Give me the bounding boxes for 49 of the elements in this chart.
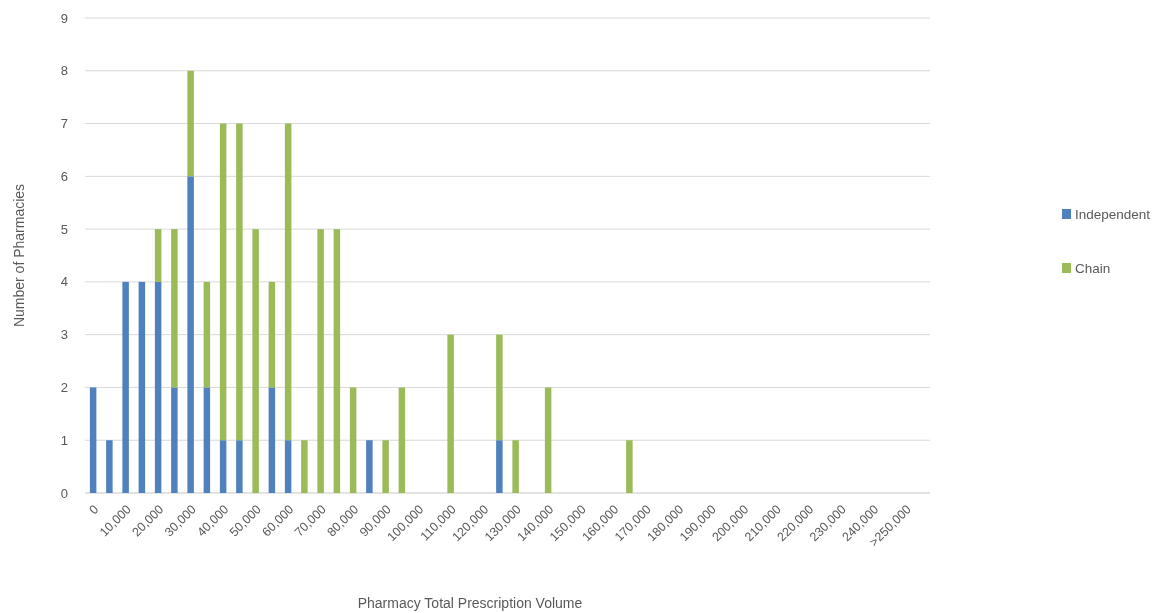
y-tick-label: 1 — [60, 432, 68, 448]
y-tick-label: 3 — [60, 327, 68, 343]
bar — [284, 123, 292, 441]
bar — [154, 229, 162, 282]
bar — [138, 281, 146, 493]
x-axis-title: Pharmacy Total Prescription Volume — [357, 595, 583, 611]
bar — [106, 440, 113, 493]
bar — [236, 440, 243, 493]
bar — [122, 281, 129, 493]
bar — [333, 229, 341, 493]
bar — [512, 440, 519, 493]
bar — [268, 387, 276, 493]
bar — [317, 229, 324, 493]
y-tick-label: 7 — [60, 116, 68, 132]
y-tick-label: 2 — [60, 379, 68, 395]
bar — [187, 176, 194, 493]
bar — [382, 440, 389, 493]
bar — [301, 440, 308, 493]
bar — [171, 229, 178, 388]
bar — [496, 334, 503, 441]
bar — [219, 123, 227, 441]
y-tick-label: 9 — [60, 10, 68, 26]
bar — [398, 387, 406, 493]
bar — [203, 387, 211, 493]
legend-label: Chain — [1075, 260, 1111, 276]
bar — [203, 281, 211, 388]
bar — [447, 334, 454, 493]
y-tick-label: 8 — [60, 63, 68, 79]
y-axis-title: Number of Pharmacies — [11, 183, 27, 328]
y-tick-label: 5 — [60, 221, 68, 237]
bar — [171, 387, 178, 493]
bar — [154, 281, 162, 493]
legend-label: Independent — [1075, 206, 1151, 222]
bar — [252, 229, 259, 493]
bar — [236, 123, 243, 441]
bar — [496, 440, 503, 493]
bar — [268, 281, 276, 388]
bar — [187, 70, 194, 177]
bar — [544, 387, 552, 493]
x-tick-label: 0 — [86, 502, 102, 518]
bar — [366, 440, 373, 493]
y-tick-label: 4 — [60, 274, 68, 290]
bar — [626, 440, 633, 493]
bar — [219, 440, 227, 493]
bar — [284, 440, 292, 493]
y-tick-label: 6 — [60, 168, 68, 184]
bar — [89, 387, 97, 493]
bar — [349, 387, 357, 493]
y-tick-label: 0 — [60, 485, 68, 501]
